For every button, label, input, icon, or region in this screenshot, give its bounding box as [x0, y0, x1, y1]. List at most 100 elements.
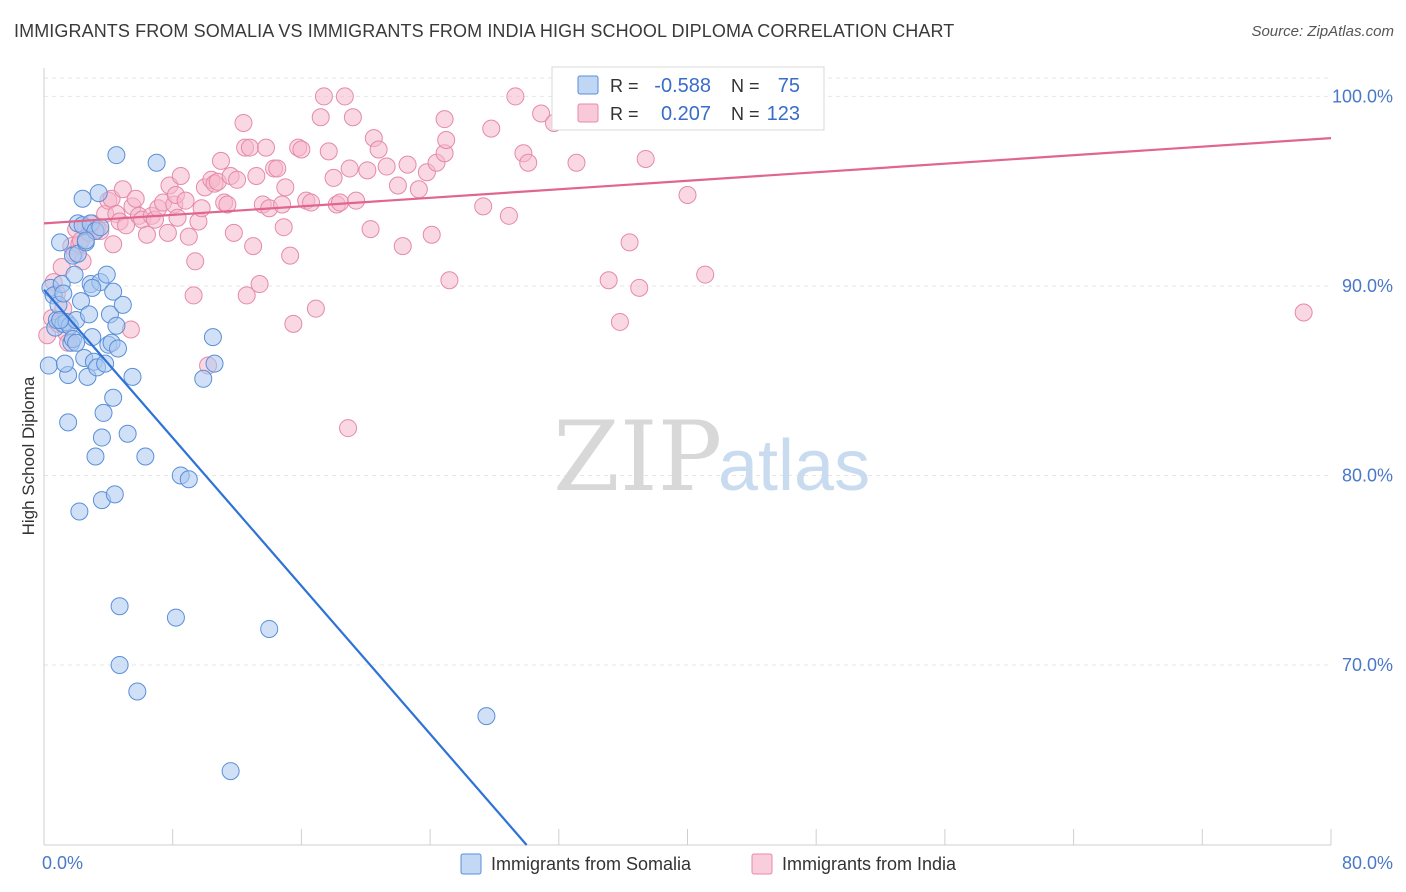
somalia-point: [92, 428, 111, 447]
india-point: [284, 314, 303, 333]
india-point: [324, 168, 343, 187]
india-point: [678, 185, 697, 204]
india-point: [234, 113, 253, 132]
somalia-point: [83, 278, 102, 297]
india-point: [184, 286, 203, 305]
india-point: [113, 180, 132, 199]
somalia-point: [86, 447, 105, 466]
india-point: [311, 108, 330, 127]
watermark-zip: ZIP: [553, 401, 722, 513]
india-point: [292, 140, 311, 159]
somalia-point: [123, 367, 142, 386]
y-axis-title: High School Diploma: [19, 376, 38, 535]
india-point: [437, 131, 456, 150]
somalia-point: [118, 424, 137, 443]
india-point: [636, 149, 655, 168]
somalia-point: [109, 339, 128, 358]
india-point: [179, 227, 198, 246]
somalia-point: [54, 284, 73, 303]
india-point: [237, 286, 256, 305]
india-point: [630, 278, 649, 297]
india-point: [1294, 303, 1313, 322]
india-point: [137, 225, 156, 244]
india-point: [435, 110, 454, 129]
somalia-point: [110, 597, 129, 616]
india-point: [211, 151, 230, 170]
somalia-series: [39, 146, 496, 781]
somalia-point: [67, 333, 86, 352]
somalia-point: [80, 305, 99, 324]
series-legend: Immigrants from Somalia Immigrants from …: [460, 853, 957, 875]
india-point: [158, 223, 177, 242]
india-point: [186, 252, 205, 271]
india-point: [240, 138, 259, 157]
stats-legend: R = -0.588 N = 75 R = 0.207 N = 123: [551, 66, 825, 131]
india-point: [335, 87, 354, 106]
india-point: [347, 191, 366, 210]
somalia-n-label: N =: [731, 76, 760, 96]
india-point: [398, 155, 417, 174]
x-tick-label-max: 80.0%: [1342, 853, 1393, 873]
india-point: [343, 108, 362, 127]
india-point: [567, 153, 586, 172]
india-point: [474, 197, 493, 216]
somalia-point: [136, 447, 155, 466]
somalia-point: [107, 146, 126, 165]
india-point: [306, 299, 325, 318]
somalia-point: [104, 282, 123, 301]
india-point: [257, 138, 276, 157]
india-point: [506, 87, 525, 106]
india-point: [388, 176, 407, 195]
india-point: [482, 119, 501, 138]
somalia-point: [221, 762, 240, 781]
stats-legend-india-swatch: [577, 103, 599, 123]
x-ticks: [43, 829, 1332, 845]
india-point: [250, 275, 269, 294]
india-point: [361, 220, 380, 239]
india-point: [247, 167, 266, 186]
somalia-point: [91, 218, 110, 237]
india-point: [117, 216, 136, 235]
india-point: [281, 246, 300, 265]
somalia-point: [113, 295, 132, 314]
india-point: [499, 206, 518, 225]
somalia-point: [97, 265, 116, 284]
india-point: [377, 157, 396, 176]
somalia-point: [94, 403, 113, 422]
india-point: [340, 159, 359, 178]
somalia-point: [89, 184, 108, 203]
india-point: [218, 195, 237, 214]
india-point: [409, 180, 428, 199]
india-point: [224, 223, 243, 242]
legend-india-swatch: [751, 853, 773, 875]
india-point: [314, 87, 333, 106]
india-point: [273, 195, 292, 214]
somalia-point: [260, 619, 279, 638]
india-point: [274, 218, 293, 237]
somalia-point: [59, 413, 78, 432]
india-series: [38, 87, 1313, 438]
india-point: [268, 159, 287, 178]
somalia-point: [203, 328, 222, 347]
y-tick-label: 90.0%: [1342, 276, 1393, 296]
india-point: [519, 153, 538, 172]
india-point: [620, 233, 639, 252]
india-point: [176, 191, 195, 210]
somalia-point: [107, 316, 126, 335]
somalia-point: [51, 233, 70, 252]
somalia-point: [105, 485, 124, 504]
legend-somalia-swatch: [460, 853, 482, 875]
somalia-point: [128, 682, 147, 701]
somalia-point: [51, 311, 70, 330]
india-point: [599, 271, 618, 290]
india-trendline: [43, 137, 1332, 225]
somalia-point: [72, 292, 91, 311]
somalia-point: [39, 356, 58, 375]
somalia-r-value: -0.588: [654, 75, 711, 97]
somalia-point: [96, 354, 115, 373]
y-tick-label: 70.0%: [1342, 655, 1393, 675]
india-point: [393, 237, 412, 256]
watermark: ZIP atlas: [553, 401, 870, 513]
india-point: [168, 208, 187, 227]
somalia-point: [55, 354, 74, 373]
